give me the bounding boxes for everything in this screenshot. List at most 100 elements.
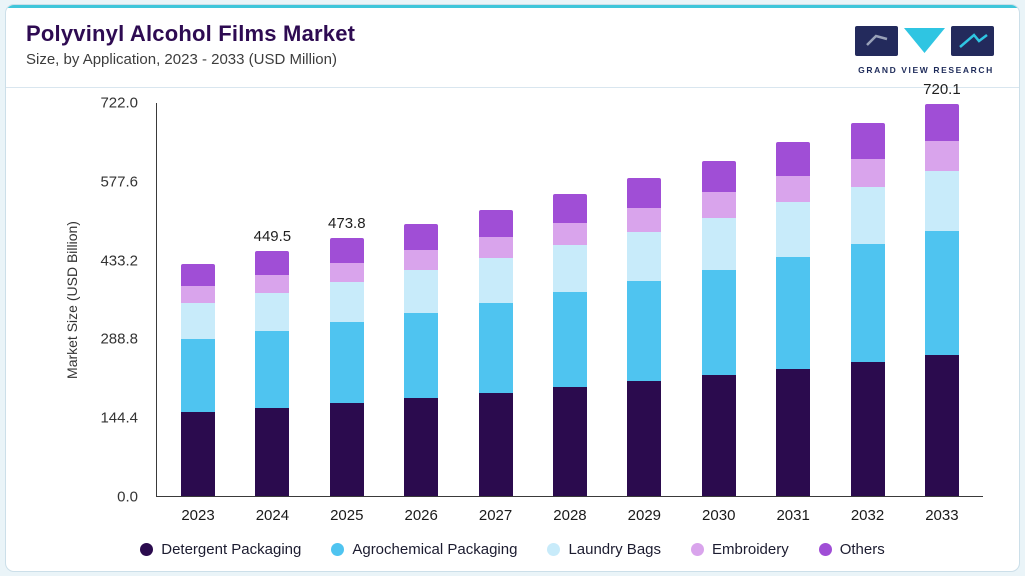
bar-2030[interactable]: 2030	[701, 103, 736, 524]
legend-dot-icon	[331, 543, 345, 556]
y-tick-label: 722.0	[100, 94, 138, 112]
bar-segment-detergent-packaging[interactable]	[329, 403, 364, 496]
bar-segment-laundry-bags[interactable]	[255, 292, 290, 331]
bar-segment-agrochemical-packaging[interactable]	[776, 257, 811, 369]
bar-stack	[552, 103, 587, 496]
bar-segment-embroidery[interactable]	[850, 158, 885, 187]
bar-segment-agrochemical-packaging[interactable]	[478, 302, 513, 393]
legend-item-embroidery[interactable]: Embroidery	[691, 541, 789, 558]
chart-header: Polyvinyl Alcohol Films Market Size, by …	[6, 8, 1019, 88]
bar-stack	[329, 103, 364, 496]
bar-segment-agrochemical-packaging[interactable]	[329, 321, 364, 404]
bar-segment-others[interactable]	[329, 238, 364, 263]
bar-segment-laundry-bags[interactable]	[627, 231, 662, 282]
bar-segment-others[interactable]	[924, 104, 959, 142]
legend-label: Laundry Bags	[568, 541, 662, 558]
bar-segment-others[interactable]	[776, 142, 811, 176]
bar-segment-embroidery[interactable]	[478, 236, 513, 259]
bar-segment-others[interactable]	[850, 123, 885, 159]
x-tick-label: 2032	[850, 507, 885, 524]
bar-segment-detergent-packaging[interactable]	[404, 398, 439, 496]
legend-item-detergent-packaging[interactable]: Detergent Packaging	[140, 541, 301, 558]
legend: Detergent Packaging Agrochemical Packagin…	[6, 541, 1019, 558]
bar-segment-others[interactable]	[701, 160, 736, 193]
chart-card: Polyvinyl Alcohol Films Market Size, by …	[5, 4, 1020, 572]
bar-segment-embroidery[interactable]	[924, 141, 959, 171]
x-tick-label: 2024	[255, 507, 290, 524]
bar-segment-embroidery[interactable]	[552, 222, 587, 246]
bar-2024[interactable]: 449.5 2024	[253, 103, 292, 524]
legend-label: Agrochemical Packaging	[352, 541, 518, 558]
bar-segment-agrochemical-packaging[interactable]	[924, 231, 959, 355]
bar-segment-detergent-packaging[interactable]	[776, 368, 811, 496]
bar-stack	[478, 103, 513, 496]
x-tick-label: 2029	[627, 507, 662, 524]
bar-2028[interactable]: 2028	[552, 103, 587, 524]
bar-segment-laundry-bags[interactable]	[776, 202, 811, 258]
bar-2026[interactable]: 2026	[404, 103, 439, 524]
bar-segment-laundry-bags[interactable]	[404, 270, 439, 313]
bar-segment-agrochemical-packaging[interactable]	[552, 292, 587, 388]
bar-segment-laundry-bags[interactable]	[329, 281, 364, 322]
legend-dot-icon	[691, 543, 705, 556]
legend-dot-icon	[547, 543, 561, 556]
bar-segment-agrochemical-packaging[interactable]	[627, 281, 662, 382]
x-tick-label: 2030	[702, 507, 736, 524]
legend-item-agrochemical-packaging[interactable]: Agrochemical Packaging	[331, 541, 517, 558]
bar-segment-embroidery[interactable]	[255, 274, 290, 293]
bar-2023[interactable]: 2023	[181, 103, 215, 524]
bar-segment-embroidery[interactable]	[329, 262, 364, 282]
bar-segment-agrochemical-packaging[interactable]	[181, 339, 215, 413]
bar-segment-detergent-packaging[interactable]	[627, 381, 662, 496]
bar-segment-others[interactable]	[478, 209, 513, 237]
bar-segment-agrochemical-packaging[interactable]	[255, 330, 290, 408]
bar-segment-detergent-packaging[interactable]	[701, 375, 736, 496]
bar-segment-laundry-bags[interactable]	[478, 258, 513, 303]
y-tick-label: 288.8	[100, 330, 138, 348]
bar-2025[interactable]: 473.8 2025	[328, 103, 366, 524]
brand-logo-icon	[855, 26, 994, 56]
bar-segment-detergent-packaging[interactable]	[924, 354, 959, 496]
bar-segment-agrochemical-packaging[interactable]	[404, 312, 439, 399]
legend-item-others[interactable]: Others	[818, 541, 885, 558]
bar-segment-others[interactable]	[627, 177, 662, 208]
chart-subtitle: Size, by Application, 2023 - 2033 (USD M…	[26, 51, 337, 68]
bar-segment-embroidery[interactable]	[776, 175, 811, 203]
legend-label: Detergent Packaging	[161, 541, 302, 558]
bar-2027[interactable]: 2027	[478, 103, 513, 524]
bar-segment-embroidery[interactable]	[701, 192, 736, 218]
bar-segment-embroidery[interactable]	[181, 285, 215, 304]
x-tick-label: 2025	[330, 507, 364, 524]
bar-segment-detergent-packaging[interactable]	[850, 361, 885, 496]
bar-stack	[850, 103, 885, 496]
bar-segment-detergent-packaging[interactable]	[255, 407, 290, 496]
bar-segment-others[interactable]	[181, 263, 215, 286]
bar-2029[interactable]: 2029	[627, 103, 662, 524]
bar-segment-agrochemical-packaging[interactable]	[701, 269, 736, 376]
bar-2032[interactable]: 2032	[850, 103, 885, 524]
bar-segment-others[interactable]	[255, 251, 290, 275]
bar-segment-laundry-bags[interactable]	[701, 217, 736, 270]
bar-segment-embroidery[interactable]	[404, 250, 439, 271]
bar-value-label: 449.5	[253, 228, 292, 246]
bar-segment-embroidery[interactable]	[627, 207, 662, 232]
bar-value-label: 473.8	[328, 215, 366, 233]
bar-segment-detergent-packaging[interactable]	[181, 412, 215, 496]
x-tick-label: 2033	[925, 507, 959, 524]
bar-segment-agrochemical-packaging[interactable]	[850, 244, 885, 362]
bar-segment-detergent-packaging[interactable]	[478, 392, 513, 496]
y-tick-label: 0.0	[117, 488, 138, 506]
bar-2033[interactable]: 720.1 2033	[923, 81, 961, 524]
x-tick-label: 2023	[181, 507, 215, 524]
bar-segment-detergent-packaging[interactable]	[552, 387, 587, 496]
title-block: Polyvinyl Alcohol Films Market Size, by …	[26, 21, 355, 68]
bar-segment-others[interactable]	[404, 224, 439, 250]
bar-segment-laundry-bags[interactable]	[924, 170, 959, 232]
bar-segment-others[interactable]	[552, 194, 587, 223]
bar-segment-laundry-bags[interactable]	[181, 303, 215, 340]
bar-segment-laundry-bags[interactable]	[552, 245, 587, 293]
bars-row: 2023 449.5 2024 473.8 2025 2026 2027 2028 2029 20…	[157, 81, 983, 524]
bar-2031[interactable]: 2031	[776, 103, 811, 524]
bar-segment-laundry-bags[interactable]	[850, 186, 885, 245]
legend-item-laundry-bags[interactable]: Laundry Bags	[547, 541, 661, 558]
